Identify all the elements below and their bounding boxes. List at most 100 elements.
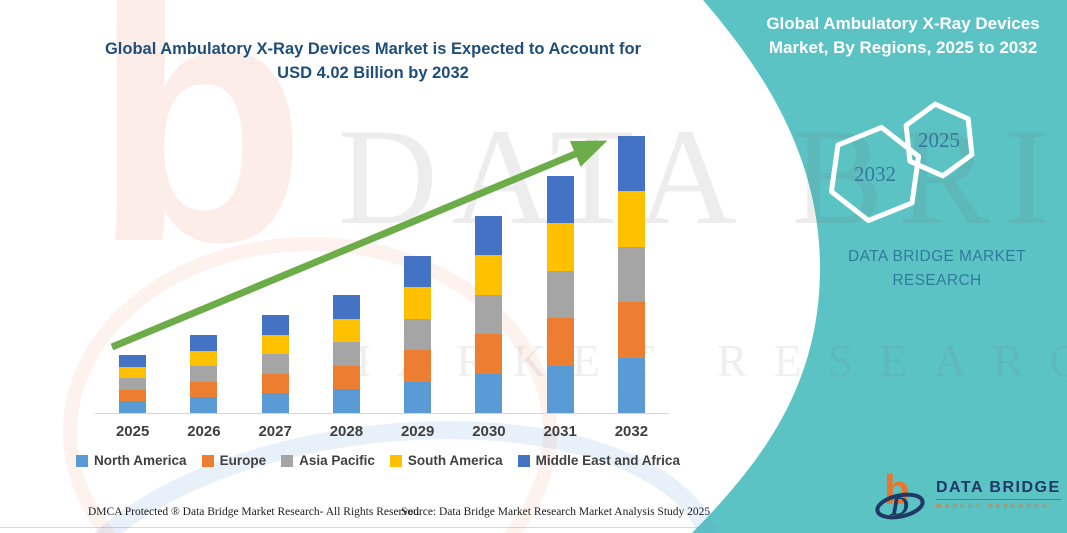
bar-segment-2026-south-america (190, 350, 218, 367)
hexagon-2025 (903, 101, 975, 179)
chart-legend: North America Europe Asia Pacific South Ame… (76, 453, 680, 468)
bar-segment-2031-middle-east-and-africa (546, 176, 574, 224)
teal-panel-path (692, 0, 1067, 533)
hexagon-year-badges: 2032 2025 (828, 101, 975, 224)
databridge-logo-mark: b D (875, 468, 925, 520)
chart-title: Global Ambulatory X-Ray Devices Market i… (104, 40, 642, 82)
hexagon-2025-label: 2025 (918, 128, 960, 152)
legend-label: South America (407, 453, 503, 468)
bar-segment-2031-north-america (546, 365, 574, 413)
x-axis-label-2028: 2028 (329, 423, 364, 440)
bar-segment-2029-asia-pacific (404, 318, 432, 351)
stacked-bar-2027 (261, 315, 289, 413)
bar-segment-2030-asia-pacific (475, 294, 503, 335)
legend-item-europe: Europe (201, 453, 267, 468)
legend-label: Middle East and Africa (535, 453, 680, 468)
bar-column-2032 (596, 130, 667, 413)
bar-segment-2028-north-america (332, 389, 360, 413)
footer-divider (0, 527, 1067, 528)
x-axis-label-2027: 2027 (258, 423, 292, 440)
x-axis-label-2026: 2026 (187, 423, 221, 440)
bar-segment-2026-north-america (190, 397, 218, 413)
legend-swatch-icon (76, 454, 89, 467)
bar-segment-2027-south-america (261, 334, 289, 355)
bar-segment-2031-asia-pacific (546, 270, 574, 319)
bar-segment-2031-europe (546, 318, 574, 366)
legend-label: Asia Pacific (299, 453, 375, 468)
bar-segment-2030-middle-east-and-africa (475, 216, 503, 256)
bar-segment-2032-middle-east-and-africa (617, 136, 645, 192)
x-axis-line (95, 413, 669, 414)
bar-segment-2026-asia-pacific (190, 366, 218, 382)
right-panel-brand-text: DATA BRIDGE MARKET RESEARCH (847, 248, 1026, 290)
logo-name: DATA BRIDGE (936, 479, 1061, 500)
bar-segment-2029-north-america (404, 381, 432, 413)
bar-segment-2027-asia-pacific (261, 354, 289, 374)
bar-column-2026 (168, 130, 239, 413)
bar-segment-2025-asia-pacific (119, 378, 147, 390)
bar-segment-2032-south-america (617, 191, 645, 247)
bar-segment-2026-middle-east-and-africa (190, 335, 218, 351)
stacked-bar-2025 (119, 355, 147, 413)
bar-segment-2028-south-america (332, 318, 360, 343)
legend-swatch-icon (389, 454, 402, 467)
legend-item-asia-pacific: Asia Pacific (281, 453, 375, 468)
bar-column-2028 (311, 130, 382, 413)
x-axis-label-2031: 2031 (543, 423, 577, 440)
bar-column-2030 (453, 130, 524, 413)
bar-segment-2032-north-america (617, 357, 645, 413)
bar-segment-2032-europe (617, 302, 645, 358)
stacked-bar-2032 (617, 136, 645, 413)
logo-b-glyph: b (884, 468, 910, 513)
legend-swatch-icon (201, 454, 214, 467)
x-axis-label-2032: 2032 (614, 423, 649, 440)
stacked-bar-2028 (332, 295, 360, 413)
legend-item-north-america: North America (76, 453, 187, 468)
bar-segment-2030-north-america (475, 373, 503, 413)
bar-segment-2025-north-america (119, 401, 147, 413)
bar-column-2029 (382, 130, 453, 413)
legend-item-middle-east-and-africa: Middle East and Africa (517, 453, 680, 468)
legend-label: Europe (219, 453, 267, 468)
legend-swatch-icon (517, 454, 530, 467)
bar-segment-2029-middle-east-and-africa (404, 256, 432, 288)
bar-segment-2026-europe (190, 381, 218, 398)
hexagon-2032 (828, 124, 922, 224)
x-axis-label-2025: 2025 (115, 423, 150, 440)
bar-segment-2029-europe (404, 350, 432, 382)
bar-segment-2031-south-america (546, 223, 574, 271)
stacked-bar-plot (97, 130, 667, 413)
legend-label: North America (94, 453, 187, 468)
logo-d-glyph: D (889, 492, 909, 520)
bar-segment-2028-middle-east-and-africa (332, 295, 360, 319)
bar-segment-2027-europe (261, 373, 289, 394)
right-panel-title: Global Ambulatory X-Ray Devices Market, … (766, 14, 1040, 57)
stacked-bar-2031 (546, 176, 574, 413)
legend-swatch-icon (281, 454, 294, 467)
bar-segment-2025-south-america (119, 366, 147, 379)
bar-column-2027 (240, 130, 311, 413)
bar-segment-2025-europe (119, 389, 147, 402)
bar-segment-2025-middle-east-and-africa (119, 355, 147, 367)
footer-source-text: Source: Data Bridge Market Research Mark… (401, 506, 711, 518)
legend-item-south-america: South America (389, 453, 503, 468)
databridge-logo-text: DATA BRIDGE MARKET RESEARCH (936, 479, 1061, 510)
bar-segment-2027-middle-east-and-africa (261, 315, 289, 335)
bar-column-2031 (525, 130, 596, 413)
stacked-bar-2030 (475, 216, 503, 413)
bar-segment-2030-south-america (475, 255, 503, 295)
bar-segment-2029-south-america (404, 287, 432, 319)
x-axis-labels: 2025 2026 2027 2028 2029 2030 2031 2032 (97, 423, 667, 440)
hexagon-2032-label: 2032 (854, 162, 896, 186)
bar-segment-2030-europe (475, 334, 503, 374)
stacked-bar-2029 (404, 256, 432, 413)
bar-segment-2028-europe (332, 365, 360, 390)
logo-subtitle: MARKET RESEARCH (936, 502, 1051, 510)
logo-swoosh-ellipse (875, 492, 925, 520)
databridge-logo: b D DATA BRIDGE MARKET RESEARCH (874, 468, 1061, 520)
bar-segment-2032-asia-pacific (617, 246, 645, 303)
x-axis-label-2029: 2029 (400, 423, 435, 440)
footer-dmca-text: DMCA Protected ® Data Bridge Market Rese… (88, 506, 422, 518)
